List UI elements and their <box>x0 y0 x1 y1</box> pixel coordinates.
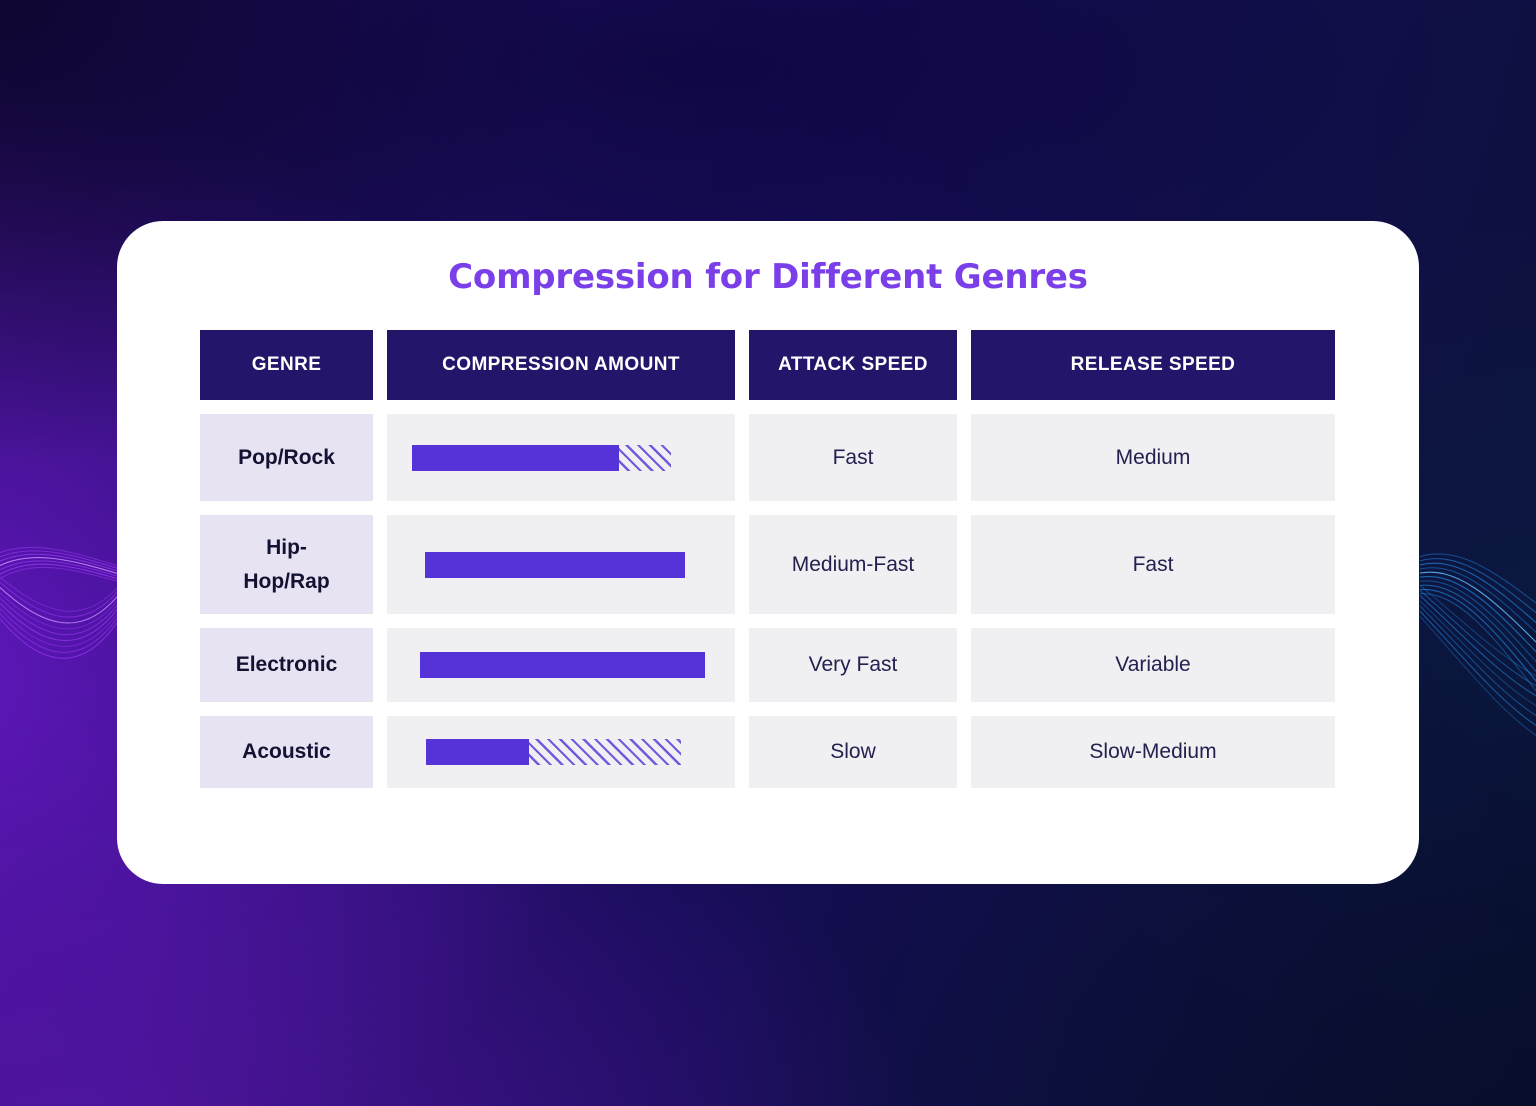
compression-cell <box>387 414 735 501</box>
genre-cell: Hip- Hop/Rap <box>200 515 373 614</box>
bar-hatch-fill <box>619 444 671 471</box>
compression-bar <box>426 739 681 765</box>
bar-solid-fill <box>412 444 619 471</box>
compression-cell <box>387 515 735 614</box>
release-speed-cell: Fast <box>971 515 1335 614</box>
genre-cell: Pop/Rock <box>200 414 373 501</box>
bar-solid-fill <box>420 652 705 678</box>
right-wave-decoration <box>1420 553 1536 736</box>
bar-hatch-fill <box>529 739 681 765</box>
page-title: Compression for Different Genres <box>448 257 1088 297</box>
release-speed-cell: Slow-Medium <box>971 716 1335 788</box>
compression-bar <box>425 551 685 578</box>
compression-bar <box>420 652 705 678</box>
genre-compression-table: GENRE COMPRESSION AMOUNT ATTACK SPEED RE… <box>200 330 1335 788</box>
compression-cell <box>387 716 735 788</box>
column-header-attack: ATTACK SPEED <box>749 330 957 400</box>
compression-bar <box>412 444 671 471</box>
release-speed-cell: Medium <box>971 414 1335 501</box>
genre-cell: Acoustic <box>200 716 373 788</box>
column-header-genre: GENRE <box>200 330 373 400</box>
column-header-release: RELEASE SPEED <box>971 330 1335 400</box>
genre-cell: Electronic <box>200 628 373 702</box>
attack-speed-cell: Slow <box>749 716 957 788</box>
release-speed-cell: Variable <box>971 628 1335 702</box>
compression-cell <box>387 628 735 702</box>
bar-solid-fill <box>425 551 685 578</box>
attack-speed-cell: Fast <box>749 414 957 501</box>
bar-solid-fill <box>426 739 529 765</box>
attack-speed-cell: Very Fast <box>749 628 957 702</box>
column-header-compression: COMPRESSION AMOUNT <box>387 330 735 400</box>
content-card: Compression for Different Genres GENRE C… <box>117 221 1419 884</box>
attack-speed-cell: Medium-Fast <box>749 515 957 614</box>
left-wave-decoration <box>0 546 120 659</box>
